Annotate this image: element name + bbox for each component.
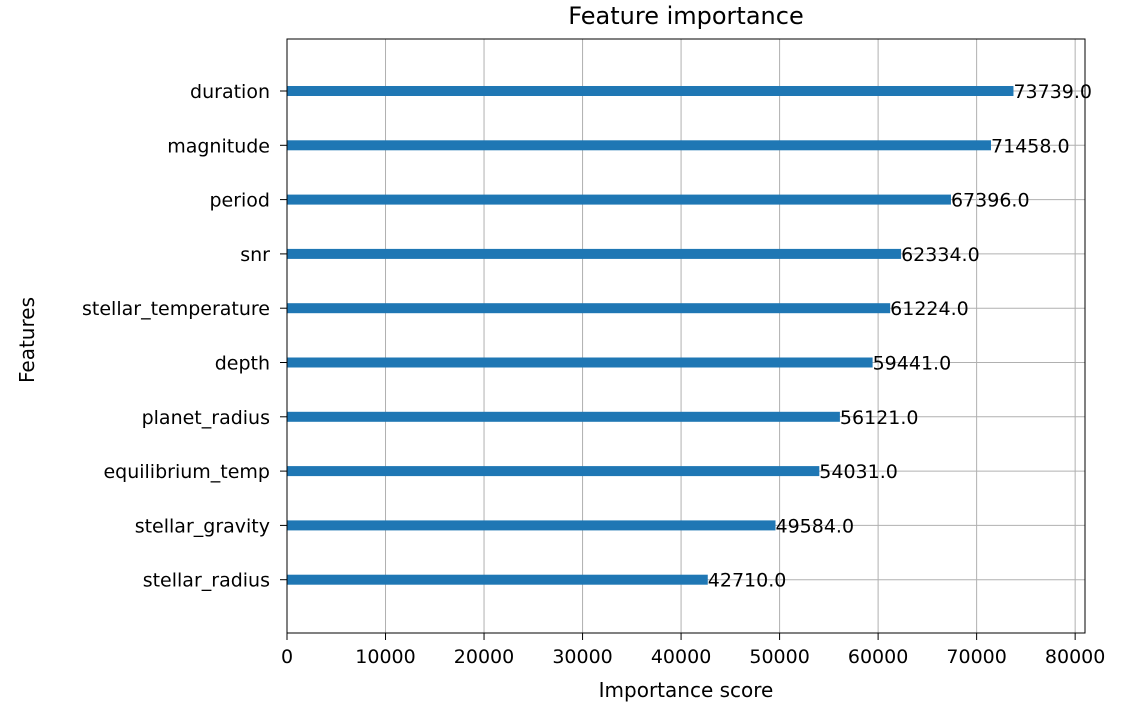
data-label: 42710.0 [708, 570, 787, 592]
bar-planet_radius [287, 411, 840, 422]
x-tick-label: 60000 [848, 646, 908, 668]
data-labels: 73739.0 71458.0 67396.0 62334.0 61224.0 59441… [708, 81, 1092, 592]
data-label: 56121.0 [840, 407, 919, 429]
data-label: 59441.0 [873, 353, 952, 375]
x-axis-ticks: 0 10000 20000 30000 40000 50000 60000 70000 8000… [281, 633, 1105, 668]
y-tick-label: duration [190, 81, 270, 103]
y-tick-label: magnitude [167, 135, 270, 157]
bar-snr [287, 248, 902, 259]
bar-stellar_radius [287, 574, 708, 585]
y-tick-label: stellar_temperature [82, 298, 270, 320]
data-label: 73739.0 [1013, 81, 1092, 103]
data-label: 49584.0 [775, 515, 854, 537]
y-tick-label: equilibrium_temp [103, 461, 270, 483]
data-label: 62334.0 [901, 244, 980, 266]
data-label: 67396.0 [951, 190, 1030, 212]
x-tick-label: 50000 [749, 646, 809, 668]
x-tick-label: 80000 [1045, 646, 1105, 668]
x-tick-label: 40000 [651, 646, 711, 668]
bar-duration [287, 86, 1014, 96]
bar-depth [287, 357, 873, 368]
x-tick-label: 70000 [946, 646, 1006, 668]
bars [287, 86, 1014, 585]
plot-frame [286, 38, 1086, 634]
bar-stellar_temperature [287, 303, 891, 314]
grid-lines [286, 39, 1085, 633]
bar-equilibrium_temp [287, 466, 820, 477]
x-axis-label: Importance score [599, 678, 774, 702]
y-tick-label: depth [215, 353, 270, 375]
x-tick-label: 10000 [355, 646, 415, 668]
bar-period [287, 194, 951, 205]
y-axis-label: Features [15, 297, 39, 383]
y-tick-label: stellar_radius [143, 570, 270, 592]
y-tick-label: snr [240, 244, 270, 266]
x-tick-label: 30000 [552, 646, 612, 668]
bar-stellar_gravity [287, 520, 776, 531]
y-tick-label: planet_radius [142, 407, 270, 429]
y-tick-label: stellar_gravity [135, 515, 270, 537]
y-tick-label: period [209, 190, 270, 212]
x-tick-label: 0 [281, 646, 293, 668]
data-label: 71458.0 [991, 135, 1070, 157]
chart-title: Feature importance [568, 2, 803, 30]
data-label: 54031.0 [819, 461, 898, 483]
y-axis-ticks: duration magnitude period snr stellar_temper… [82, 81, 287, 592]
x-tick-label: 20000 [454, 646, 514, 668]
data-label: 61224.0 [890, 298, 969, 320]
bar-magnitude [287, 140, 991, 151]
